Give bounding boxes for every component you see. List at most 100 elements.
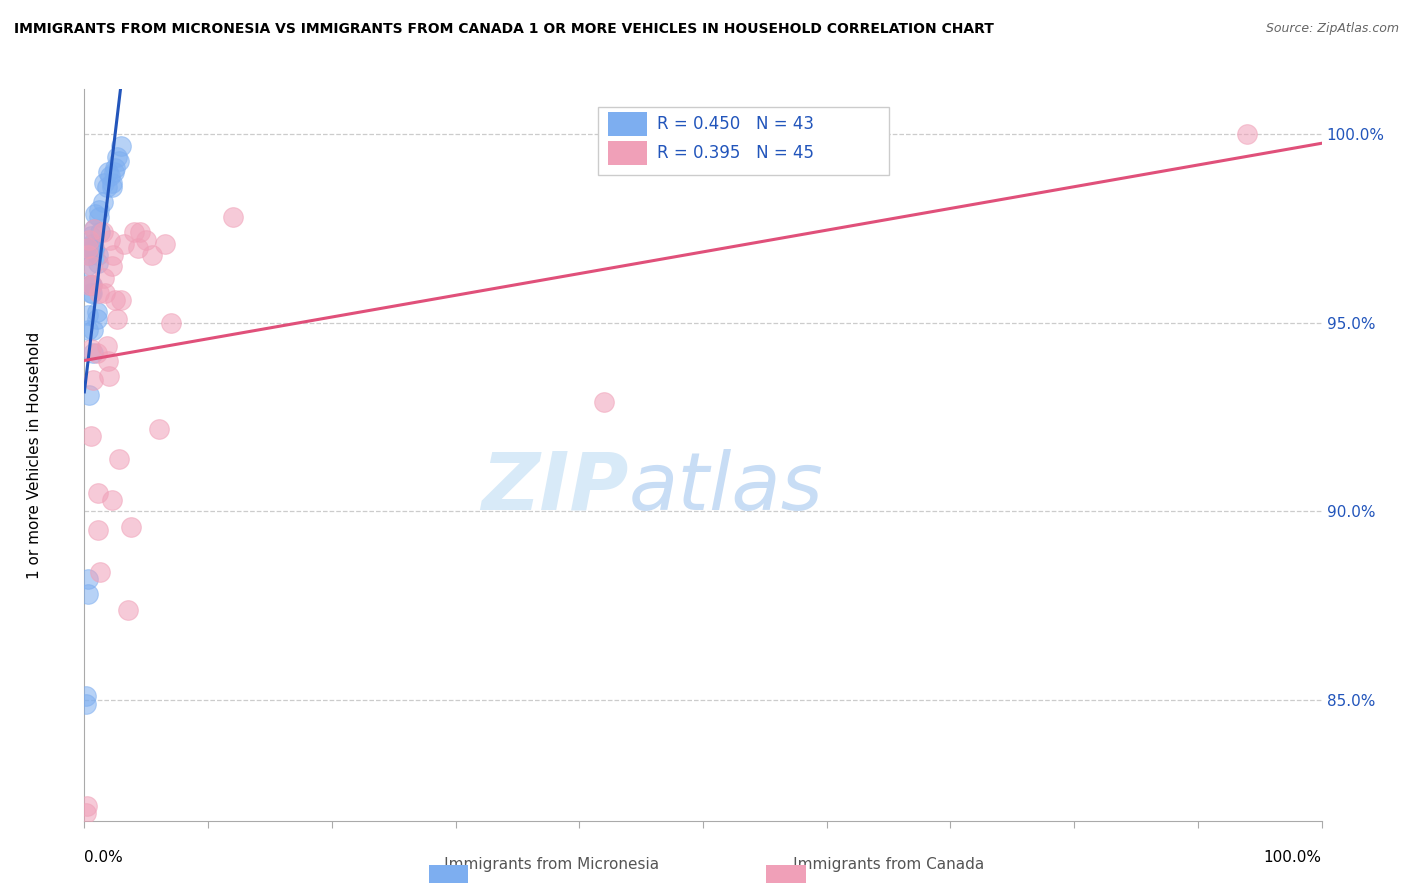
Point [77,241,100,255]
Point [79,229,101,244]
Point [100,260,122,274]
Point [79,387,101,401]
Point [122,226,145,240]
Point [93,177,115,191]
Point [89,211,111,225]
Point [77,587,100,601]
Point [120,519,142,533]
Point [82,372,104,386]
Point [83,221,105,235]
Text: IMMIGRANTS FROM MICRONESIA VS IMMIGRANTS FROM CANADA 1 OR MORE VEHICLES IN HOUSE: IMMIGRANTS FROM MICRONESIA VS IMMIGRANTS… [14,22,994,37]
Point [108,153,131,168]
Point [80,278,103,293]
Point [82,346,104,360]
Point [80,236,103,251]
Point [93,270,115,285]
Point [89,285,111,300]
Point [83,244,105,259]
Point [104,161,127,176]
Point [105,150,128,164]
Point [100,177,122,191]
Point [96,180,118,194]
Point [108,451,131,466]
Point [76,260,98,274]
Point [79,429,101,443]
Point [98,169,121,183]
Point [80,260,103,274]
Text: Immigrants from Micronesia: Immigrants from Micronesia [409,857,659,872]
Point [148,421,170,435]
Point [110,293,132,308]
Point [135,233,157,247]
Point [141,248,163,262]
Text: Source: ZipAtlas.com: Source: ZipAtlas.com [1265,22,1399,36]
Text: 1 or more Vehicles in Household: 1 or more Vehicles in Household [27,331,42,579]
Point [160,316,183,330]
Point [1236,128,1258,142]
Point [87,255,110,269]
Point [89,565,111,579]
Point [104,293,127,308]
Text: 0.0%: 0.0% [84,850,124,865]
Point [129,226,152,240]
Point [100,493,122,508]
Point [77,324,100,338]
Point [79,241,101,255]
Point [86,312,108,326]
Point [222,211,245,225]
Point [87,524,110,538]
Point [77,248,100,262]
Point [94,285,117,300]
Point [79,285,101,300]
Point [101,248,124,262]
FancyBboxPatch shape [607,141,647,165]
Text: atlas: atlas [628,449,824,527]
Point [75,806,97,821]
FancyBboxPatch shape [607,112,647,136]
Point [86,304,108,318]
Point [127,241,149,255]
Point [83,221,105,235]
Point [91,226,114,240]
Point [79,278,101,293]
Point [79,278,101,293]
Point [89,226,111,240]
Point [79,248,101,262]
Point [84,206,107,220]
Point [77,572,100,586]
Point [112,236,135,251]
Point [97,353,120,368]
Point [87,485,110,500]
Point [153,236,176,251]
Point [97,165,120,179]
Point [87,248,110,262]
Point [80,285,103,300]
Text: Immigrants from Canada: Immigrants from Canada [759,857,984,872]
Point [86,346,108,360]
Point [98,368,121,383]
Point [76,798,98,813]
Point [76,241,98,255]
Point [75,690,97,704]
Point [75,697,97,711]
Point [83,241,105,255]
Text: ZIP: ZIP [481,449,628,527]
Point [77,309,100,323]
Point [593,395,616,409]
Point [79,233,101,247]
Point [103,165,125,179]
FancyBboxPatch shape [598,108,889,175]
Point [79,343,101,357]
Text: 100.0%: 100.0% [1264,850,1322,865]
Point [96,338,118,352]
Point [80,278,103,293]
Point [98,233,121,247]
Point [100,180,122,194]
Point [110,138,132,153]
Point [79,278,101,293]
Point [82,324,104,338]
Text: R = 0.395   N = 45: R = 0.395 N = 45 [657,144,814,161]
Point [89,202,111,217]
Text: R = 0.450   N = 43: R = 0.450 N = 43 [657,114,814,133]
Point [91,195,114,210]
